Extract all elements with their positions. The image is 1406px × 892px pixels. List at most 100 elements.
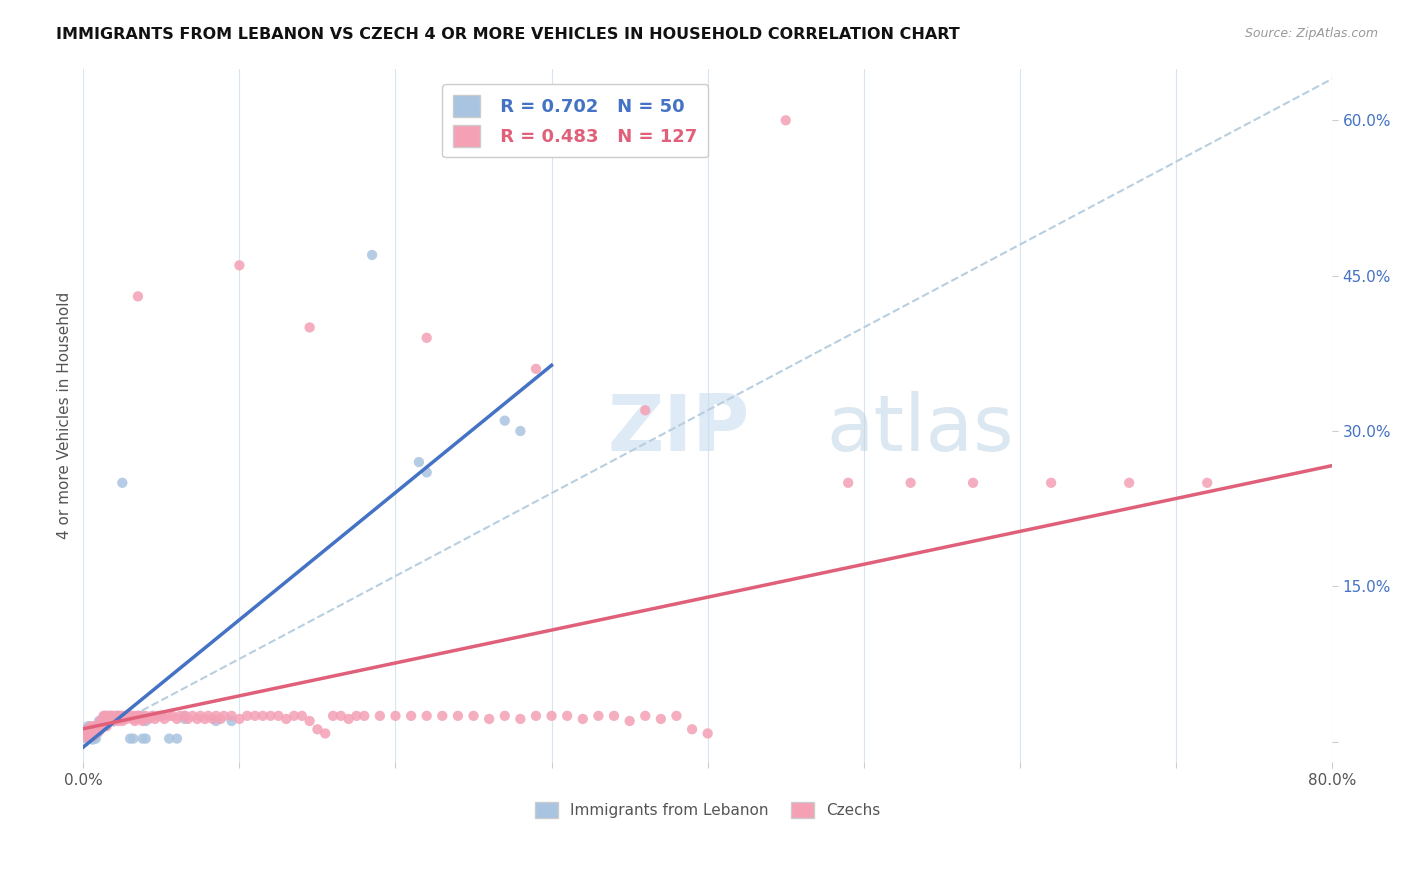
Point — [634, 708, 657, 723]
Point — [82, 730, 104, 744]
Point — [509, 424, 531, 438]
Point — [588, 708, 610, 723]
Point — [665, 708, 688, 723]
Point — [82, 724, 104, 739]
Point — [87, 714, 110, 728]
Point — [148, 708, 170, 723]
Point — [97, 712, 120, 726]
Point — [124, 708, 146, 723]
Point — [228, 712, 250, 726]
Point — [177, 712, 200, 726]
Point — [169, 708, 191, 723]
Point — [75, 726, 97, 740]
Point — [98, 714, 121, 728]
Point — [101, 712, 124, 726]
Point — [87, 724, 110, 739]
Point — [432, 708, 454, 723]
Point — [77, 730, 100, 744]
Point — [205, 708, 228, 723]
Point — [111, 714, 134, 728]
Point — [79, 721, 101, 735]
Point — [150, 708, 173, 723]
Point — [153, 712, 176, 726]
Point — [121, 708, 143, 723]
Point — [94, 708, 117, 723]
Point — [197, 708, 219, 723]
Point — [115, 712, 138, 726]
Point — [73, 730, 96, 744]
Point — [157, 708, 180, 723]
Point — [80, 719, 103, 733]
Point — [93, 708, 115, 723]
Point — [122, 731, 145, 746]
Point — [127, 708, 149, 723]
Point — [89, 716, 111, 731]
Point — [107, 708, 129, 723]
Point — [298, 320, 321, 334]
Point — [103, 708, 125, 723]
Point — [135, 708, 157, 723]
Point — [307, 723, 329, 737]
Point — [361, 248, 384, 262]
Point — [494, 708, 516, 723]
Point — [900, 475, 922, 490]
Point — [84, 723, 107, 737]
Point — [463, 708, 485, 723]
Point — [243, 708, 266, 723]
Point — [73, 730, 96, 744]
Point — [75, 723, 97, 737]
Point — [173, 708, 195, 723]
Point — [298, 714, 321, 728]
Point — [837, 475, 859, 490]
Point — [83, 724, 105, 739]
Point — [131, 714, 153, 728]
Text: Source: ZipAtlas.com: Source: ZipAtlas.com — [1244, 27, 1378, 40]
Point — [181, 708, 204, 723]
Point — [96, 714, 118, 728]
Point — [91, 719, 114, 733]
Point — [572, 712, 595, 726]
Point — [337, 712, 360, 726]
Point — [209, 712, 232, 726]
Point — [415, 331, 437, 345]
Point — [650, 712, 672, 726]
Point — [201, 712, 224, 726]
Point — [83, 730, 105, 744]
Point — [142, 708, 165, 723]
Point — [150, 708, 173, 723]
Point — [259, 708, 281, 723]
Point — [82, 724, 104, 739]
Point — [111, 708, 134, 723]
Point — [228, 258, 250, 272]
Point — [1197, 475, 1219, 490]
Point — [276, 712, 298, 726]
Point — [166, 731, 188, 746]
Point — [97, 708, 120, 723]
Point — [127, 289, 149, 303]
Point — [105, 712, 128, 726]
Point — [107, 714, 129, 728]
Point — [205, 714, 228, 728]
Point — [107, 708, 129, 723]
Point — [162, 708, 184, 723]
Point — [603, 708, 626, 723]
Point — [186, 712, 208, 726]
Point — [120, 708, 142, 723]
Point — [1040, 475, 1063, 490]
Point — [94, 714, 117, 728]
Point — [79, 727, 101, 741]
Point — [120, 708, 142, 723]
Point — [83, 719, 105, 733]
Point — [89, 714, 111, 728]
Point — [173, 712, 195, 726]
Point — [540, 708, 562, 723]
Point — [77, 719, 100, 733]
Text: atlas: atlas — [827, 392, 1014, 467]
Point — [221, 714, 243, 728]
Point — [110, 712, 132, 726]
Point — [89, 723, 111, 737]
Point — [384, 708, 406, 723]
Point — [93, 712, 115, 726]
Point — [415, 708, 437, 723]
Point — [75, 731, 97, 746]
